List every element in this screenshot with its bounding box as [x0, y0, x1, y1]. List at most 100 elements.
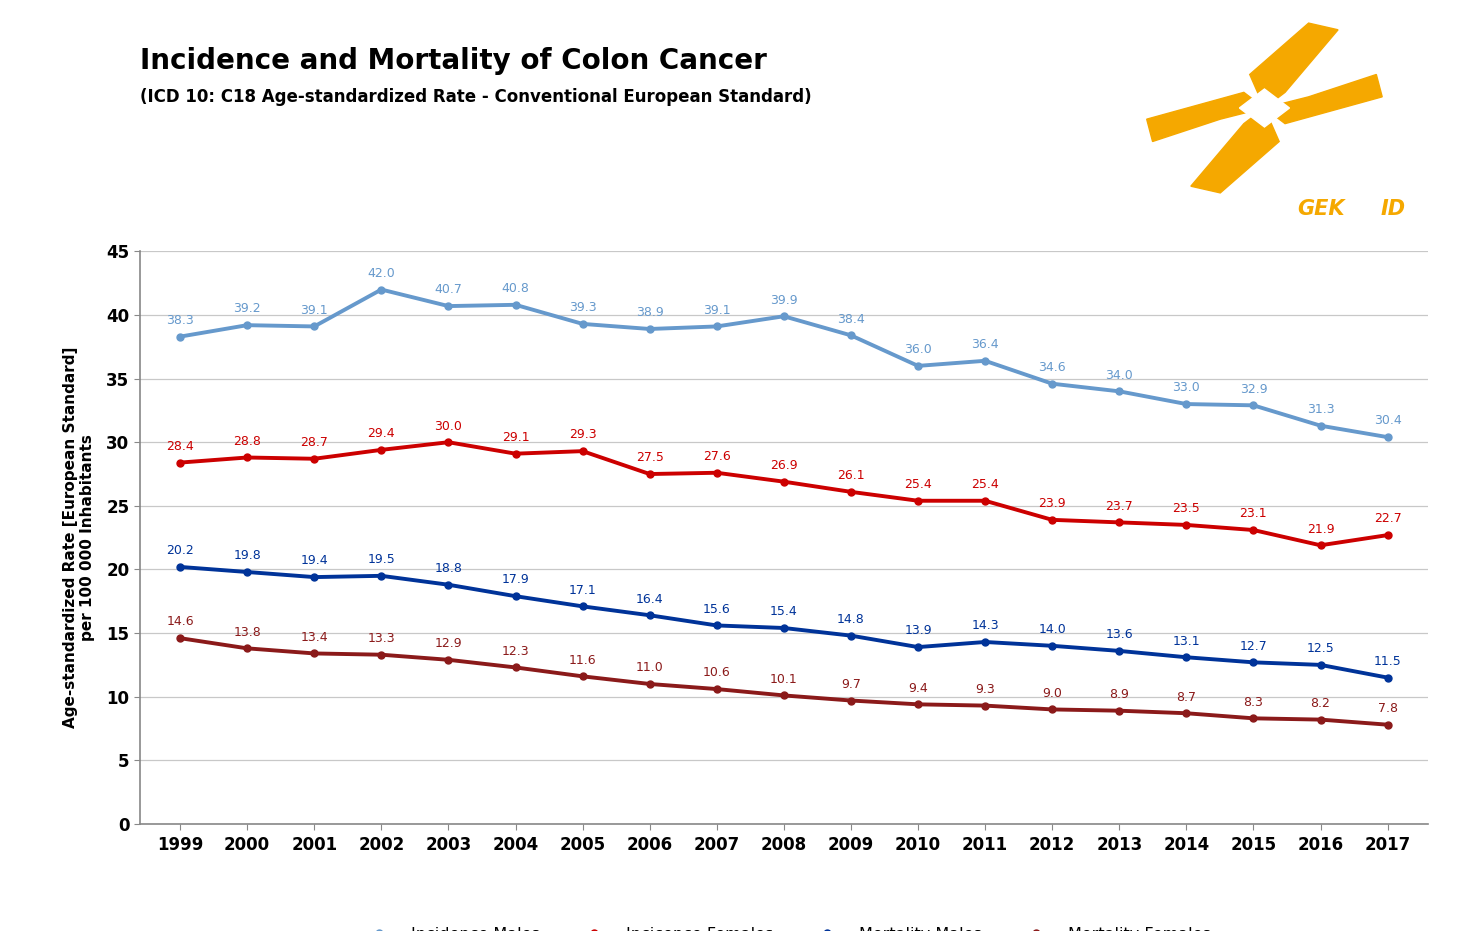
- Line: Incicence Females: Incicence Females: [177, 439, 1391, 548]
- Text: 23.9: 23.9: [1038, 497, 1066, 510]
- Mortality Females: [238, 642, 256, 654]
- Mortality Males: [1379, 672, 1397, 683]
- Line: Incidence Males: Incidence Males: [177, 286, 1391, 440]
- Text: 8.2: 8.2: [1310, 697, 1331, 709]
- Text: 13.6: 13.6: [1105, 628, 1133, 641]
- Text: 13.8: 13.8: [233, 626, 261, 639]
- Text: 8.3: 8.3: [1244, 695, 1263, 708]
- Text: 8.7: 8.7: [1176, 691, 1197, 704]
- Text: 15.4: 15.4: [770, 605, 798, 618]
- Text: 32.9: 32.9: [1239, 383, 1267, 396]
- Mortality Males: [1044, 641, 1061, 652]
- Text: 12.9: 12.9: [434, 637, 462, 650]
- Incidence Males: [976, 356, 994, 367]
- Incicence Females: [910, 495, 927, 506]
- Mortality Females: [842, 695, 860, 706]
- Incidence Males: [1312, 420, 1329, 431]
- Text: 7.8: 7.8: [1378, 702, 1397, 715]
- Text: 33.0: 33.0: [1173, 382, 1200, 395]
- Text: 9.3: 9.3: [976, 682, 995, 695]
- Text: 12.3: 12.3: [502, 644, 530, 657]
- Text: 23.7: 23.7: [1105, 500, 1133, 513]
- Text: GEK: GEK: [1297, 198, 1344, 219]
- Incidence Males: [640, 323, 658, 334]
- Text: 15.6: 15.6: [704, 602, 730, 615]
- Mortality Females: [1245, 713, 1263, 724]
- Text: 17.1: 17.1: [568, 584, 596, 597]
- Text: 10.6: 10.6: [704, 667, 730, 680]
- Incidence Males: [842, 330, 860, 341]
- Incidence Males: [1178, 398, 1195, 410]
- Text: 21.9: 21.9: [1307, 522, 1334, 535]
- Incicence Females: [774, 476, 792, 487]
- Incidence Males: [1245, 399, 1263, 411]
- Text: 9.0: 9.0: [1042, 687, 1063, 700]
- Mortality Males: [976, 637, 994, 648]
- Incidence Males: [574, 318, 592, 330]
- Text: Incidence and Mortality of Colon Cancer: Incidence and Mortality of Colon Cancer: [140, 47, 767, 74]
- Incidence Males: [1379, 432, 1397, 443]
- Polygon shape: [1264, 74, 1382, 124]
- Polygon shape: [1191, 108, 1279, 193]
- Incicence Females: [708, 467, 726, 479]
- Text: 13.4: 13.4: [300, 630, 328, 643]
- Text: 38.4: 38.4: [838, 313, 864, 326]
- Text: 14.0: 14.0: [1038, 623, 1066, 636]
- Text: 28.4: 28.4: [166, 439, 194, 452]
- Incicence Females: [305, 453, 322, 465]
- Mortality Females: [305, 648, 322, 659]
- Mortality Males: [1312, 659, 1329, 670]
- Incicence Females: [372, 444, 390, 455]
- Text: 28.7: 28.7: [300, 436, 328, 449]
- Text: (ICD 10: C18 Age-standardized Rate - Conventional European Standard): (ICD 10: C18 Age-standardized Rate - Con…: [140, 88, 811, 106]
- Mortality Males: [238, 566, 256, 577]
- Mortality Females: [1110, 705, 1128, 716]
- Text: 13.1: 13.1: [1173, 635, 1200, 648]
- Text: 29.4: 29.4: [368, 427, 394, 440]
- Mortality Males: [1245, 656, 1263, 668]
- Incicence Females: [574, 446, 592, 457]
- Text: 12.7: 12.7: [1239, 640, 1267, 653]
- Text: 13.3: 13.3: [368, 632, 394, 645]
- Incicence Females: [238, 452, 256, 463]
- Text: 16.4: 16.4: [636, 592, 664, 605]
- Mortality Females: [574, 670, 592, 681]
- Polygon shape: [1147, 92, 1264, 142]
- Incicence Females: [1044, 514, 1061, 525]
- Mortality Females: [1379, 719, 1397, 730]
- Mortality Males: [305, 572, 322, 583]
- Mortality Females: [372, 649, 390, 660]
- Mortality Males: [506, 590, 524, 601]
- Text: 31.3: 31.3: [1307, 403, 1334, 416]
- Text: 40.8: 40.8: [502, 282, 530, 295]
- Text: 11.5: 11.5: [1373, 654, 1401, 668]
- Mortality Females: [506, 662, 524, 673]
- Incicence Females: [1178, 519, 1195, 531]
- Incicence Females: [842, 486, 860, 497]
- Mortality Males: [842, 630, 860, 641]
- Text: 19.8: 19.8: [233, 549, 261, 562]
- Mortality Females: [640, 679, 658, 690]
- Text: 34.0: 34.0: [1105, 369, 1133, 382]
- Text: ID: ID: [1381, 198, 1406, 219]
- Incidence Males: [440, 301, 458, 312]
- Incidence Males: [910, 360, 927, 371]
- Mortality Females: [1312, 714, 1329, 725]
- Mortality Males: [171, 561, 188, 573]
- Polygon shape: [1239, 89, 1289, 127]
- Incicence Females: [440, 437, 458, 448]
- Incidence Males: [708, 321, 726, 332]
- Text: 42.0: 42.0: [368, 267, 394, 280]
- Text: 23.1: 23.1: [1239, 507, 1267, 520]
- Text: 39.2: 39.2: [234, 303, 261, 316]
- Text: 14.3: 14.3: [972, 619, 999, 632]
- Mortality Males: [774, 623, 792, 634]
- Mortality Females: [910, 699, 927, 710]
- Mortality Females: [1044, 704, 1061, 715]
- Line: Mortality Males: Mortality Males: [177, 563, 1391, 681]
- Text: 36.4: 36.4: [972, 338, 999, 351]
- Text: 20.2: 20.2: [166, 545, 194, 557]
- Text: 8.9: 8.9: [1110, 688, 1129, 701]
- Text: 12.5: 12.5: [1307, 642, 1335, 655]
- Incicence Females: [976, 495, 994, 506]
